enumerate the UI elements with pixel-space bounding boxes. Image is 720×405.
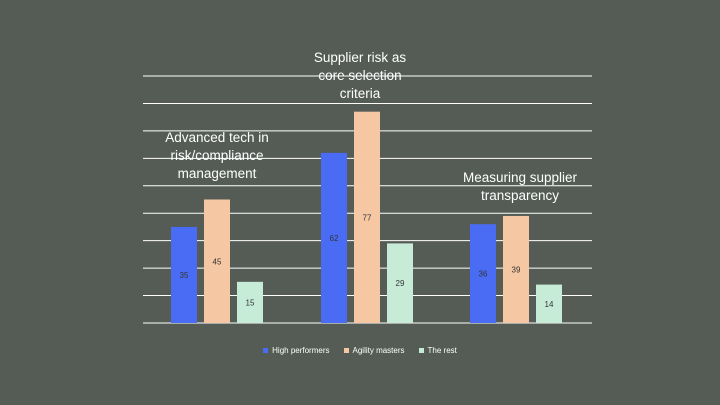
- legend-label: The rest: [427, 346, 457, 355]
- legend: High performers Agility masters The rest: [0, 346, 720, 355]
- category-title: Supplier risk as core selection criteria: [290, 49, 430, 103]
- category-title-line: Measuring supplier: [462, 170, 578, 185]
- data-label: 45: [213, 257, 222, 266]
- legend-swatch: [263, 348, 269, 353]
- category-title-line: Advanced tech in: [165, 130, 269, 145]
- category-title-line: Supplier risk as: [313, 50, 407, 65]
- bar: [503, 215, 529, 323]
- data-label: 14: [545, 300, 554, 309]
- legend-swatch: [418, 348, 424, 353]
- bar: [354, 111, 380, 323]
- data-label: 15: [246, 298, 255, 307]
- bar: [204, 199, 230, 323]
- bar: [171, 226, 197, 323]
- data-labels: 35 62 36 45 77 39 15 29 14: [180, 213, 554, 308]
- bar: [237, 281, 263, 323]
- category-title: Measuring supplier transparency: [450, 169, 590, 205]
- bar: [321, 152, 347, 323]
- data-label: 35: [180, 271, 189, 280]
- data-label: 77: [363, 213, 372, 222]
- category-title-line: risk/compliance: [170, 148, 264, 163]
- category-title-line: management: [177, 166, 257, 181]
- bars: [171, 111, 562, 323]
- bar: [387, 243, 413, 323]
- category-title-line: transparency: [480, 188, 560, 203]
- data-label: 39: [512, 265, 521, 274]
- category-title-line: core selection: [318, 68, 402, 83]
- legend-label: Agility masters: [352, 346, 405, 355]
- category-title: Advanced tech in risk/compliance managemen…: [147, 129, 287, 183]
- legend-item-high-performers: High performers: [263, 346, 330, 355]
- legend-item-the-rest: The rest: [418, 346, 457, 355]
- bar: [470, 224, 496, 323]
- bar: [536, 284, 562, 323]
- data-label: 29: [396, 279, 405, 288]
- data-label: 36: [479, 270, 488, 279]
- legend-item-agility-masters: Agility masters: [343, 346, 405, 355]
- legend-label: High performers: [272, 346, 330, 355]
- data-label: 62: [330, 234, 339, 243]
- category-title-line: criteria: [339, 86, 381, 101]
- legend-swatch: [343, 348, 349, 353]
